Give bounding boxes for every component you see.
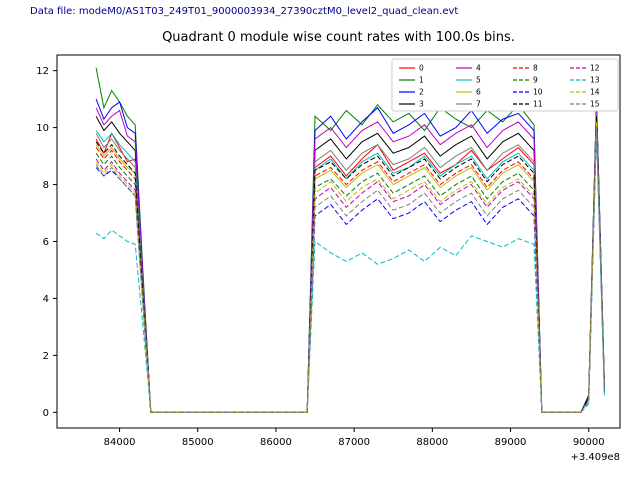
legend-label-13: 13 [590, 76, 600, 85]
x-tick-label: 88000 [416, 437, 448, 448]
legend-label-5: 5 [476, 76, 481, 85]
legend-label-15: 15 [590, 100, 600, 109]
x-axis-offset-label: +3.409e8 [570, 452, 620, 463]
datafile-label: Data file: modeM0/AS1T03_249T01_90000039… [30, 6, 459, 17]
chart-title: Quadrant 0 module wise count rates with … [162, 30, 515, 45]
legend-label-12: 12 [590, 64, 600, 73]
legend-label-14: 14 [590, 88, 600, 97]
series-line-6 [95, 119, 605, 413]
series-line-8 [95, 119, 605, 413]
series-line-12 [95, 124, 605, 413]
y-tick-label: 12 [36, 66, 49, 77]
legend-label-0: 0 [419, 64, 424, 73]
series-line-15 [95, 127, 605, 413]
series-line-2 [95, 98, 605, 413]
legend-label-7: 7 [476, 100, 481, 109]
y-tick-label: 8 [43, 180, 49, 191]
legend-label-10: 10 [533, 88, 543, 97]
y-tick-label: 4 [43, 294, 49, 305]
y-tick-label: 6 [43, 237, 49, 248]
series-line-4 [95, 104, 605, 413]
series-line-13 [95, 133, 605, 413]
series-line-0 [95, 113, 605, 413]
legend-label-8: 8 [533, 64, 538, 73]
series-line-10 [95, 127, 605, 413]
legend-label-11: 11 [533, 100, 543, 109]
legend-label-3: 3 [419, 100, 424, 109]
y-tick-label: 2 [43, 351, 49, 362]
series-line-5 [95, 116, 605, 413]
legend-label-6: 6 [476, 88, 481, 97]
legend-label-4: 4 [476, 64, 481, 73]
y-tick-label: 0 [43, 408, 49, 419]
x-tick-label: 89000 [495, 437, 527, 448]
x-tick-label: 86000 [260, 437, 292, 448]
x-tick-label: 90000 [573, 437, 605, 448]
x-tick-label: 87000 [338, 437, 370, 448]
x-tick-label: 84000 [104, 437, 136, 448]
y-tick-label: 10 [36, 123, 49, 134]
legend-label-9: 9 [533, 76, 538, 85]
series-line-1 [95, 67, 605, 413]
series-line-11 [95, 116, 605, 413]
x-tick-label: 85000 [182, 437, 214, 448]
legend-box [391, 58, 619, 112]
legend-label-1: 1 [419, 76, 424, 85]
legend-label-2: 2 [419, 88, 424, 97]
